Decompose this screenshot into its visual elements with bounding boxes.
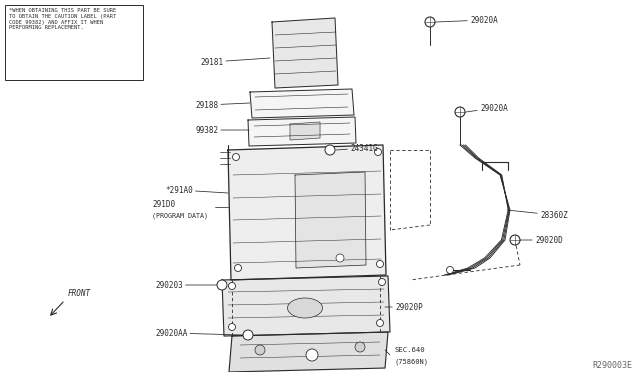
Circle shape (510, 235, 520, 245)
Text: 28360Z: 28360Z (507, 210, 568, 219)
Text: 29020A: 29020A (466, 103, 508, 112)
Circle shape (243, 330, 253, 340)
Circle shape (228, 324, 236, 330)
Polygon shape (290, 122, 320, 140)
Circle shape (374, 148, 381, 155)
Circle shape (306, 349, 318, 361)
Text: 29020D: 29020D (520, 235, 563, 244)
Polygon shape (229, 332, 388, 372)
Polygon shape (272, 18, 338, 88)
Polygon shape (250, 89, 354, 118)
Circle shape (232, 154, 239, 160)
Text: 99382: 99382 (195, 125, 249, 135)
Text: SEC.640: SEC.640 (395, 347, 426, 353)
Text: 29020AA: 29020AA (155, 328, 243, 337)
Text: FRONT: FRONT (68, 289, 91, 298)
Polygon shape (248, 117, 356, 146)
Text: 291D0: 291D0 (152, 199, 175, 208)
Bar (5, 5, 143, 80)
Circle shape (234, 264, 241, 272)
Circle shape (425, 17, 435, 27)
Text: (PROGRAM DATA): (PROGRAM DATA) (152, 213, 208, 219)
Text: 24341G: 24341G (336, 144, 378, 153)
Circle shape (325, 145, 335, 155)
Text: *WHEN OBTAINING THIS PART BE SURE
TO OBTAIN THE CAUTION LABEL (PART
CODE 99382) : *WHEN OBTAINING THIS PART BE SURE TO OBT… (9, 8, 116, 31)
Polygon shape (228, 145, 386, 280)
Text: 29020P: 29020P (385, 302, 423, 311)
Text: (75860N): (75860N) (395, 359, 429, 365)
Polygon shape (222, 276, 390, 336)
Text: 29181: 29181 (200, 58, 270, 67)
Text: R290003E: R290003E (592, 360, 632, 369)
Text: 29188: 29188 (195, 100, 250, 109)
Circle shape (447, 266, 454, 273)
Circle shape (455, 107, 465, 117)
Text: *291A0: *291A0 (165, 186, 228, 195)
Circle shape (336, 254, 344, 262)
Text: 290203: 290203 (155, 280, 217, 289)
Circle shape (376, 260, 383, 267)
Ellipse shape (287, 298, 323, 318)
Circle shape (217, 280, 227, 290)
Circle shape (228, 282, 236, 289)
Circle shape (376, 320, 383, 327)
Circle shape (355, 342, 365, 352)
Circle shape (255, 345, 265, 355)
Text: 29020A: 29020A (436, 16, 498, 25)
Polygon shape (295, 172, 366, 268)
Circle shape (378, 279, 385, 285)
